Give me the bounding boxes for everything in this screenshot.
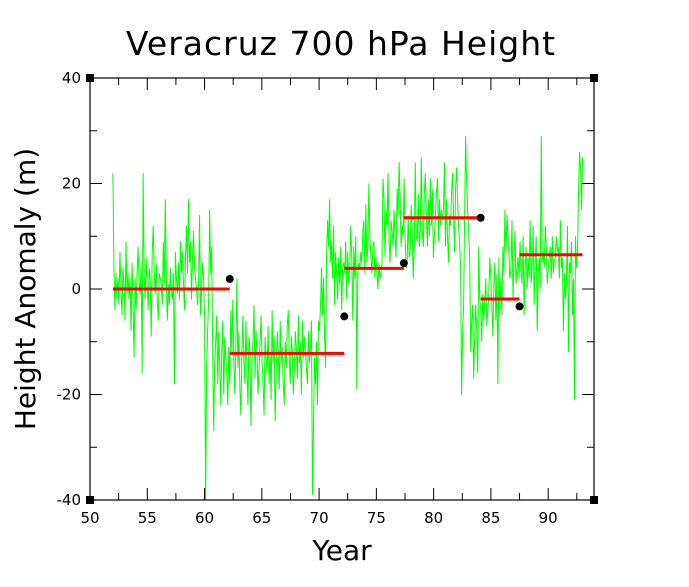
x-tick-label: 75 <box>367 509 386 527</box>
y-tick-label: -40 <box>57 491 82 509</box>
x-tick-label: 90 <box>539 509 558 527</box>
change-point-4 <box>476 213 485 222</box>
x-axis-title: Year <box>311 534 372 567</box>
chart-title: Veracruz 700 hPa Height <box>126 24 556 63</box>
x-tick-label: 50 <box>80 509 99 527</box>
x-tick-label: 70 <box>310 509 329 527</box>
x-tick-label: 65 <box>252 509 271 527</box>
y-axis-title: Height Anomaly (m) <box>9 148 42 430</box>
change-point-5 <box>515 302 524 311</box>
monthly-anomaly-line <box>112 136 584 500</box>
x-tick-label: 85 <box>481 509 500 527</box>
change-point-2 <box>340 312 349 321</box>
y-tick-label: 0 <box>71 280 81 298</box>
y-tick-label: -20 <box>57 386 82 404</box>
y-tick-label: 40 <box>62 69 81 87</box>
y-tick-label: 20 <box>62 175 81 193</box>
x-tick-label: 55 <box>138 509 157 527</box>
change-point-3 <box>399 259 408 268</box>
plot-area: 50 55 60 65 70 75 80 85 90 -40 -20 0 20 40 <box>57 69 598 527</box>
x-tick-label: 80 <box>424 509 443 527</box>
change-point-1 <box>225 274 234 283</box>
x-tick-label: 60 <box>195 509 214 527</box>
